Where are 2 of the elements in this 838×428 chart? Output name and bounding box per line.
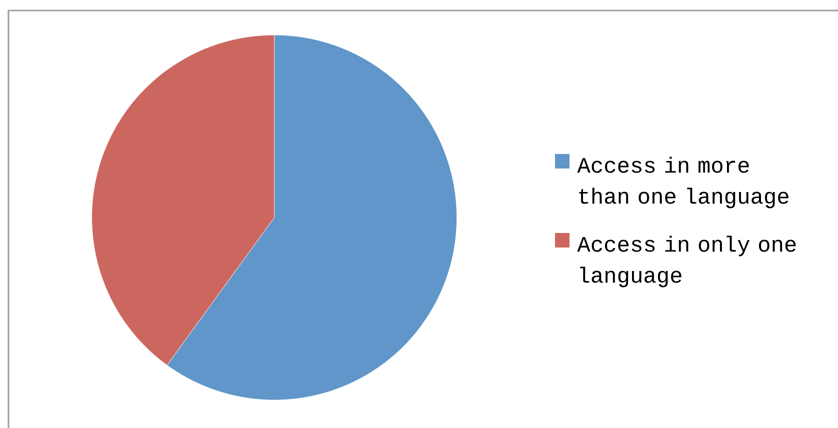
- legend-label: Access in only one language: [577, 236, 796, 288]
- legend-label: Access in more than one language: [577, 156, 788, 208]
